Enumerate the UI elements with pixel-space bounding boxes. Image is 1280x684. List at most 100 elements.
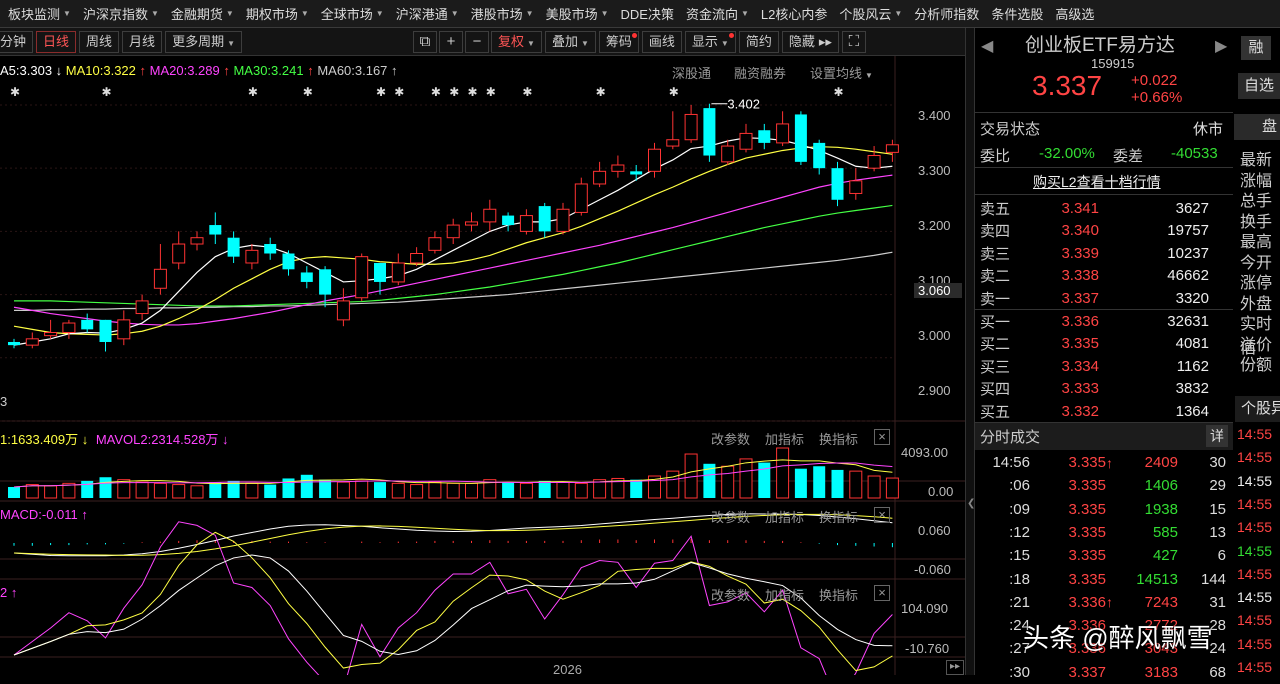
menu-item-0[interactable]: 板块监测 ▼ bbox=[8, 4, 71, 23]
price-tick: 3.300 bbox=[918, 163, 951, 178]
draw-line-button[interactable]: 画线 bbox=[641, 30, 682, 53]
event-star-icon: ✱ bbox=[522, 85, 532, 99]
margin-trading-link[interactable]: 融资融券 bbox=[734, 66, 787, 81]
candle-body bbox=[172, 243, 186, 264]
display-dropdown[interactable]: 显示 ▼ bbox=[684, 30, 736, 53]
chips-button[interactable]: 筹码 bbox=[598, 30, 639, 53]
ma60-line bbox=[14, 251, 893, 311]
period-weekly-button[interactable]: 周线 bbox=[79, 30, 120, 53]
ind3-switch-indicator[interactable]: 换指标 bbox=[819, 588, 859, 603]
zoom-in-button[interactable]: + bbox=[439, 30, 463, 53]
zoom-out-button[interactable]: − bbox=[465, 30, 489, 53]
period-daily-button[interactable]: 日线 bbox=[36, 30, 77, 53]
ind3-label: 2 bbox=[0, 585, 8, 600]
trade-vol: 427 bbox=[1152, 547, 1178, 565]
asks-row[interactable]: 卖二 3.338 46662 bbox=[975, 265, 1233, 287]
stock-alert-tab[interactable]: 个股异 bbox=[1235, 396, 1280, 422]
candle-body bbox=[446, 224, 460, 239]
macd-dif-line bbox=[13, 513, 893, 557]
volume-bar bbox=[666, 470, 680, 499]
watermark: 头条 @醉风飘雪 bbox=[1023, 623, 1213, 653]
asks-row[interactable]: 卖四 3.340 19757 bbox=[975, 220, 1233, 242]
bids-row[interactable]: 买一 3.336 32631 bbox=[975, 310, 1233, 332]
volume-bar bbox=[172, 484, 186, 499]
menu-item-label: 港股市场 bbox=[470, 7, 523, 22]
asks-row[interactable]: 卖一 3.337 3320 bbox=[975, 287, 1233, 309]
close-icon[interactable]: × bbox=[874, 585, 890, 601]
prev-stock-button[interactable]: ◀ bbox=[981, 38, 994, 55]
asks-volume: 3320 bbox=[1175, 289, 1209, 307]
bids-row[interactable]: 买四 3.333 3832 bbox=[975, 378, 1233, 400]
vol-edit-params[interactable]: 改参数 bbox=[711, 432, 751, 447]
more-periods-dropdown[interactable]: 更多周期 ▼ bbox=[165, 30, 242, 53]
double-chevron-right-icon[interactable]: ▸▸ bbox=[946, 660, 964, 675]
copy-icon[interactable]: ⧉ bbox=[413, 30, 437, 53]
candle-body bbox=[336, 300, 350, 321]
period-monthly-button[interactable]: 月线 bbox=[122, 30, 163, 53]
period-minute-button[interactable]: 分钟 bbox=[0, 30, 34, 53]
volume-bar bbox=[813, 466, 826, 498]
volume-bar bbox=[630, 479, 643, 498]
menu-item-8[interactable]: DDE决策 bbox=[621, 4, 674, 23]
weibi-label: 委比 bbox=[980, 148, 1011, 165]
adjust-rights-label: 复权 bbox=[498, 33, 525, 49]
menu-item-9[interactable]: 资金流向 ▼ bbox=[686, 4, 749, 23]
menu-item-4[interactable]: 全球市场 ▼ bbox=[321, 4, 384, 23]
sz-connect-link[interactable]: 深股通 bbox=[672, 66, 712, 81]
panel-splitter[interactable]: ❮ bbox=[965, 28, 975, 675]
margin-badge[interactable]: 融 bbox=[1241, 36, 1271, 60]
ma-settings-dropdown[interactable]: 设置均线 ▼ bbox=[810, 63, 873, 82]
kline-chart-area[interactable]: 3.402 ✱ ✱ ✱ ✱ ✱ ✱ ✱ ✱ ✱ ✱ ✱ ✱ ✱ ✱ A5:3.303 ↓ MA10:3.32… bbox=[0, 56, 965, 677]
ind3-add-indicator[interactable]: 加指标 bbox=[765, 588, 805, 603]
menu-item-label: 金融期货 bbox=[170, 7, 223, 22]
menu-item-11[interactable]: 个股风云 ▼ bbox=[839, 4, 902, 23]
candle-body bbox=[574, 183, 588, 213]
macd-switch-indicator[interactable]: 换指标 bbox=[819, 510, 859, 525]
macd-add-indicator[interactable]: 加指标 bbox=[765, 510, 805, 525]
volume-tick: 4093.00 bbox=[901, 445, 948, 460]
side-tab[interactable]: 盘 bbox=[1234, 114, 1280, 140]
bids-row[interactable]: 买三 3.334 1162 bbox=[975, 355, 1233, 377]
volume-bar bbox=[44, 485, 58, 499]
kline-chart-svg[interactable]: 3.402 ✱ ✱ ✱ ✱ ✱ ✱ ✱ ✱ ✱ ✱ ✱ ✱ ✱ ✱ bbox=[0, 56, 965, 675]
candle-body bbox=[190, 237, 204, 245]
volume-bar bbox=[794, 468, 807, 498]
menu-item-6[interactable]: 港股市场 ▼ bbox=[471, 4, 534, 23]
candle-body bbox=[611, 164, 625, 172]
candle-body bbox=[465, 221, 478, 226]
close-icon[interactable]: × bbox=[874, 429, 890, 445]
menu-item-13[interactable]: 条件选股 bbox=[991, 4, 1043, 23]
event-star-icon: ✱ bbox=[394, 85, 404, 99]
event-star-icon: ✱ bbox=[376, 85, 386, 99]
event-star-icon: ✱ bbox=[669, 85, 679, 99]
asks-row[interactable]: 卖三 3.339 10237 bbox=[975, 242, 1233, 264]
menu-item-5[interactable]: 沪深港通 ▼ bbox=[396, 4, 459, 23]
vol-switch-indicator[interactable]: 换指标 bbox=[819, 432, 859, 447]
menu-item-1[interactable]: 沪深京指数 ▼ bbox=[83, 4, 159, 23]
vol-add-indicator[interactable]: 加指标 bbox=[765, 432, 805, 447]
menu-item-7[interactable]: 美股市场 ▼ bbox=[546, 4, 609, 23]
menu-item-14[interactable]: 高级选 bbox=[1055, 4, 1094, 23]
menu-item-3[interactable]: 期权市场 ▼ bbox=[246, 4, 309, 23]
top-menu-bar: 板块监测 ▼ 沪深京指数 ▼ 金融期货 ▼ 期权市场 ▼ 全球市场 ▼ 沪深港通 ▼ 港股市场 ▼ 美股市场… bbox=[0, 0, 1280, 28]
add-watchlist-button[interactable]: 自选 bbox=[1238, 73, 1280, 99]
next-stock-button[interactable]: ▶ bbox=[1215, 38, 1228, 55]
adjust-rights-dropdown[interactable]: 复权 ▼ bbox=[491, 30, 542, 53]
fullscreen-icon[interactable]: ⛶ bbox=[841, 30, 866, 53]
hide-button[interactable]: 隐藏 ▸▸ bbox=[781, 30, 839, 53]
bids-row[interactable]: 买五 3.332 1364 bbox=[975, 400, 1233, 422]
trades-detail-button[interactable]: 详 bbox=[1206, 425, 1228, 447]
asks-row[interactable]: 卖五 3.341 3627 bbox=[975, 197, 1233, 219]
bids-row[interactable]: 买二 3.335 4081 bbox=[975, 333, 1233, 355]
menu-item-10[interactable]: L2核心内参 bbox=[761, 4, 827, 23]
macd-edit-params[interactable]: 改参数 bbox=[711, 510, 751, 525]
bids-volume: 4081 bbox=[1175, 335, 1209, 352]
overlay-dropdown[interactable]: 叠加 ▼ bbox=[544, 30, 596, 53]
buy-l2-link[interactable]: 购买L2查看十档行情 bbox=[1033, 174, 1161, 190]
ind3-edit-params[interactable]: 改参数 bbox=[711, 588, 751, 603]
simple-mode-button[interactable]: 简约 bbox=[738, 30, 779, 53]
volume-bar bbox=[190, 485, 204, 499]
menu-item-2[interactable]: 金融期货 ▼ bbox=[171, 4, 234, 23]
close-icon[interactable]: × bbox=[874, 507, 890, 523]
menu-item-12[interactable]: 分析师指数 bbox=[914, 4, 979, 23]
